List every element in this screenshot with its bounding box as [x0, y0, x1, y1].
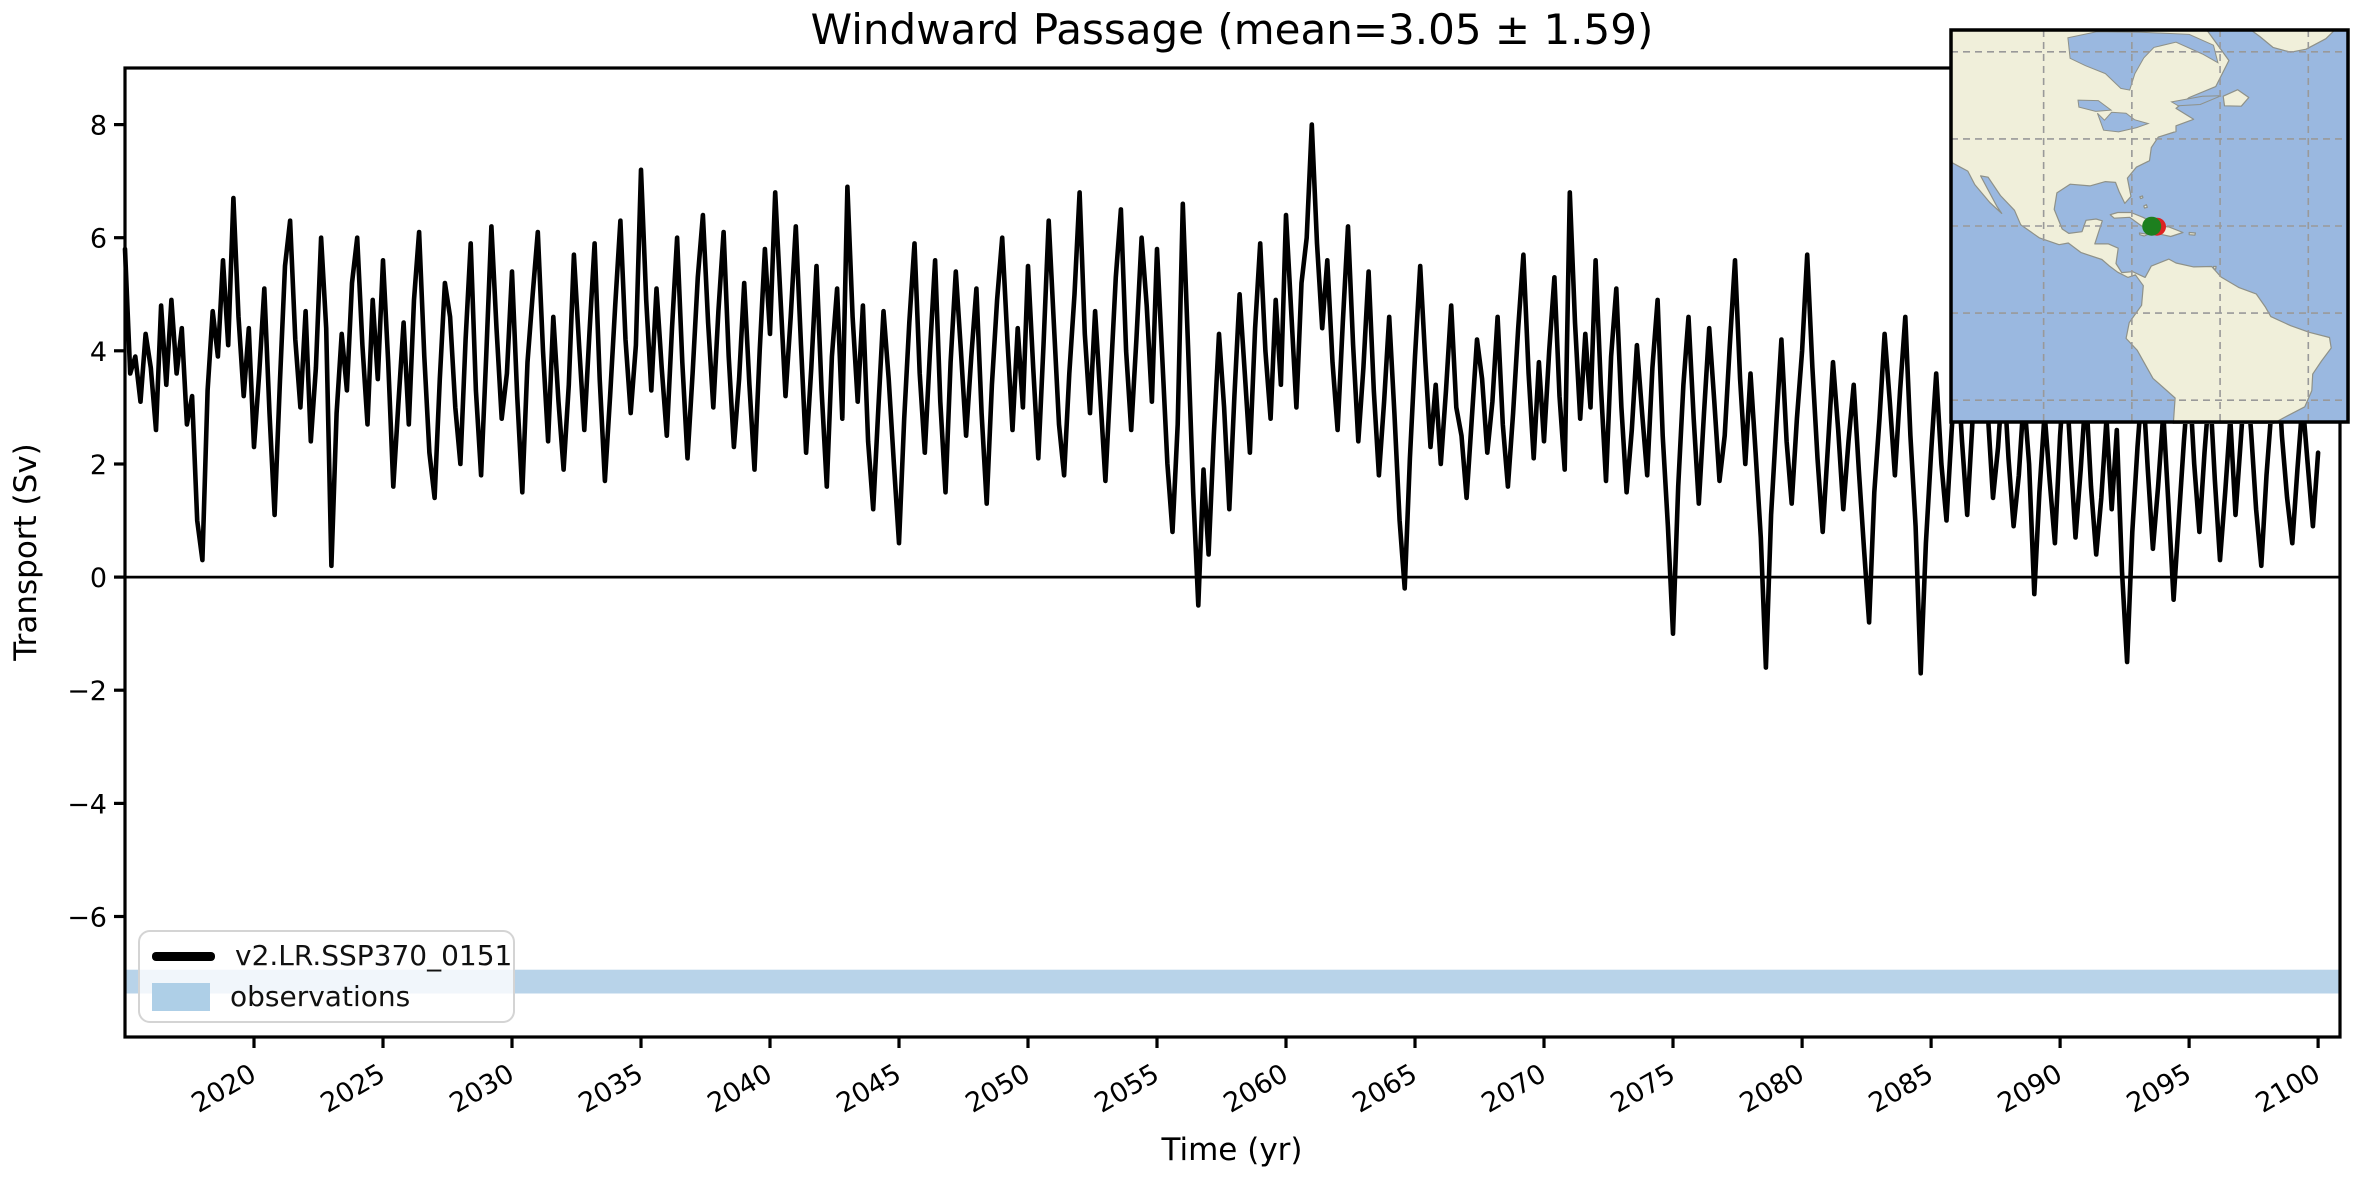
legend-item-model: v2.LR.SSP370_0151: [152, 936, 512, 976]
model-location-marker-icon: [2142, 216, 2162, 236]
x-tick-label: 2070: [1476, 1058, 1551, 1119]
x-tick-label: 2045: [831, 1058, 906, 1119]
y-tick-label: −4: [67, 789, 107, 820]
x-tick-label: 2100: [2251, 1058, 2326, 1119]
line-swatch-icon: [152, 951, 215, 961]
x-tick-label: 2020: [186, 1058, 261, 1119]
x-tick-label: 2080: [1735, 1058, 1810, 1119]
land-americas-mainland: [1950, 29, 2332, 424]
x-tick-label: 2085: [1864, 1058, 1939, 1119]
y-tick-label: 4: [90, 337, 107, 368]
legend-label-model: v2.LR.SSP370_0151: [235, 939, 513, 973]
legend-label-observations: observations: [230, 979, 411, 1013]
chart-title: Windward Passage (mean=3.05 ± 1.59): [811, 5, 1654, 54]
map-water: [2067, 31, 2222, 133]
y-tick-label: −6: [67, 903, 107, 934]
x-axis-label: Time (yr): [1161, 1132, 1303, 1168]
y-axis-label: Transport (Sv): [8, 443, 44, 662]
water-st-lawrence-gulf: [2170, 95, 2222, 107]
land-newfoundland: [2222, 89, 2250, 107]
water-hudson-bay: [2067, 31, 2219, 91]
plot-border: [123, 66, 2342, 1039]
y-tick-label: 6: [90, 224, 107, 255]
y-tick-label: 0: [90, 563, 107, 594]
x-tick-label: 2025: [315, 1058, 390, 1119]
x-tick-label: 2095: [2122, 1058, 2197, 1119]
x-tick-label: 2035: [573, 1058, 648, 1119]
x-tick-label: 2090: [1993, 1058, 2068, 1119]
land-trinidad: [2212, 265, 2217, 270]
legend: v2.LR.SSP370_0151 observations: [138, 930, 515, 1023]
legend-item-observations: observations: [152, 977, 503, 1017]
land-bahamas-2: [2143, 204, 2148, 209]
x-tick-label: 2055: [1089, 1058, 1164, 1119]
water-great-lakes-west: [2077, 99, 2113, 112]
x-tick-label: 2050: [960, 1058, 1035, 1119]
patch-swatch-icon: [152, 982, 210, 1011]
inset-map: [1949, 28, 2350, 424]
x-tick-label: 2060: [1218, 1058, 1293, 1119]
map-border: [1949, 28, 2350, 424]
y-tick-label: 2: [90, 450, 107, 481]
land-puerto-rico: [2188, 231, 2196, 236]
water-great-lakes-east: [2096, 111, 2150, 133]
x-tick-label: 2030: [444, 1058, 519, 1119]
observations-band: [125, 969, 2340, 994]
map-land: [1950, 29, 2336, 424]
y-tick-label: −2: [67, 676, 107, 707]
x-tick-label: 2075: [1605, 1058, 1680, 1119]
x-tick-label: 2065: [1347, 1058, 1422, 1119]
x-tick-label: 2040: [702, 1058, 777, 1119]
x-axis-ticks: 2020 2025 2030 2035 2040 2045 2050 2055 2060 2065…: [186, 1037, 2326, 1119]
y-tick-label: 8: [90, 111, 107, 142]
land-bahamas-1: [2139, 195, 2144, 200]
land-jamaica: [2138, 232, 2149, 237]
y-axis-ticks: 8 6 4 2 0 −2 −4 −6: [67, 111, 125, 934]
